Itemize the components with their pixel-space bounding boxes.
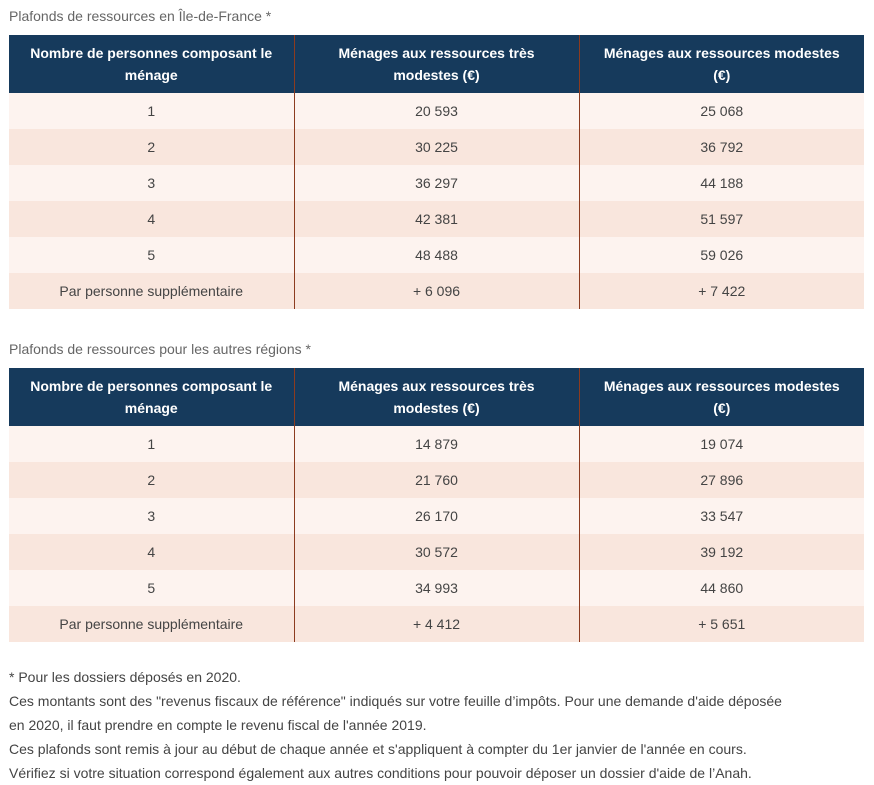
table-cell: 30 225 <box>293 129 579 165</box>
table-row: 1 14 879 19 074 <box>9 426 864 462</box>
footnote-line: en 2020, il faut prendre en compte le re… <box>9 717 427 733</box>
header-row: Nombre de personnes composant le ménage M… <box>9 368 864 426</box>
footnote-line: Vérifiez si votre situation correspond é… <box>9 765 752 781</box>
table-cell: 14 879 <box>293 426 579 462</box>
table-cell: 44 860 <box>578 570 864 606</box>
table-cell: + 7 422 <box>578 273 864 309</box>
table-cell: + 5 651 <box>578 606 864 642</box>
table-row: 5 34 993 44 860 <box>9 570 864 606</box>
table-row: 4 30 572 39 192 <box>9 534 864 570</box>
table-row: Par personne supplémentaire + 4 412 + 5 65… <box>9 606 864 642</box>
resource-table: Nombre de personnes composant le ménage M… <box>9 368 864 642</box>
table-cell: 2 <box>9 129 294 165</box>
table-cell: 3 <box>9 498 294 534</box>
table-cell: 26 170 <box>293 498 579 534</box>
table-cell: 1 <box>9 93 294 129</box>
footnote-line: Ces plafonds sont remis à jour au début … <box>9 741 747 757</box>
table-cell: 19 074 <box>578 426 864 462</box>
table-cell: Par personne supplémentaire <box>9 273 294 309</box>
column-header: Ménages aux ressources modestes (€) <box>578 368 864 426</box>
table-cell: 33 547 <box>578 498 864 534</box>
table-cell: + 4 412 <box>293 606 579 642</box>
table-caption: Plafonds de ressources en Île-de-France … <box>9 8 272 24</box>
table-cell: 42 381 <box>293 201 579 237</box>
footnotes: * Pour les dossiers déposés en 2020. Ces … <box>9 665 782 785</box>
table-cell: 27 896 <box>578 462 864 498</box>
table-row: 5 48 488 59 026 <box>9 237 864 273</box>
table-cell: 20 593 <box>293 93 579 129</box>
table-cell: 48 488 <box>293 237 579 273</box>
resource-table: Nombre de personnes composant le ménage M… <box>9 35 864 309</box>
table-cell: 5 <box>9 570 294 606</box>
table-row: Par personne supplémentaire + 6 096 + 7 42… <box>9 273 864 309</box>
footnote-line: * Pour les dossiers déposés en 2020. <box>9 669 241 685</box>
table-row: 2 30 225 36 792 <box>9 129 864 165</box>
table-row: 1 20 593 25 068 <box>9 93 864 129</box>
table-cell: 25 068 <box>578 93 864 129</box>
table-cell: 4 <box>9 201 294 237</box>
table-cell: 36 297 <box>293 165 579 201</box>
column-header: Nombre de personnes composant le ménage <box>9 35 294 93</box>
table-cell: 51 597 <box>578 201 864 237</box>
table-cell: 34 993 <box>293 570 579 606</box>
table-row: 3 26 170 33 547 <box>9 498 864 534</box>
footnote-line: Ces montants sont des "revenus fiscaux d… <box>9 693 782 709</box>
table-row: 3 36 297 44 188 <box>9 165 864 201</box>
column-header: Ménages aux ressources très modestes (€) <box>293 35 579 93</box>
column-header: Ménages aux ressources modestes (€) <box>578 35 864 93</box>
table-caption: Plafonds de ressources pour les autres r… <box>9 341 311 357</box>
column-header: Ménages aux ressources très modestes (€) <box>293 368 579 426</box>
table-row: 2 21 760 27 896 <box>9 462 864 498</box>
table-cell: 36 792 <box>578 129 864 165</box>
table-row: 4 42 381 51 597 <box>9 201 864 237</box>
table-cell: Par personne supplémentaire <box>9 606 294 642</box>
table-cell: 21 760 <box>293 462 579 498</box>
table-cell: 59 026 <box>578 237 864 273</box>
table-cell: 1 <box>9 426 294 462</box>
table-cell: 44 188 <box>578 165 864 201</box>
table-cell: + 6 096 <box>293 273 579 309</box>
table-cell: 30 572 <box>293 534 579 570</box>
table-cell: 4 <box>9 534 294 570</box>
table-cell: 3 <box>9 165 294 201</box>
header-row: Nombre de personnes composant le ménage M… <box>9 35 864 93</box>
table-cell: 5 <box>9 237 294 273</box>
table-cell: 2 <box>9 462 294 498</box>
column-header: Nombre de personnes composant le ménage <box>9 368 294 426</box>
table-cell: 39 192 <box>578 534 864 570</box>
